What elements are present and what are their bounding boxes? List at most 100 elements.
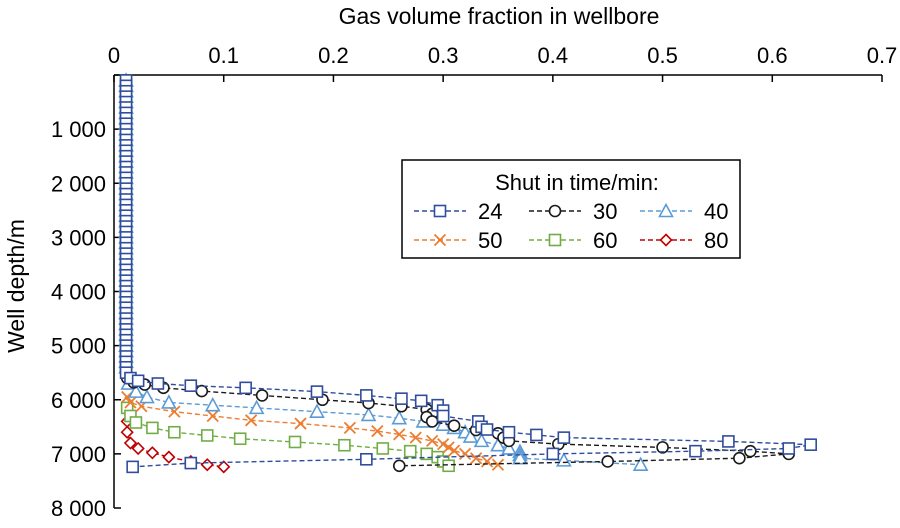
legend-marker <box>433 204 447 218</box>
series-point <box>391 409 408 425</box>
series-point <box>309 403 325 418</box>
y-tick-label: 6 000 <box>51 388 106 413</box>
series-point <box>146 421 159 435</box>
series-point <box>184 379 198 392</box>
x-tick-label: 0.6 <box>757 43 788 68</box>
series-point <box>409 431 422 444</box>
series-point <box>395 392 408 405</box>
series-point <box>376 442 390 455</box>
series-point <box>233 432 247 446</box>
series-point <box>151 377 165 390</box>
series-point <box>206 409 219 423</box>
series-point <box>442 459 455 473</box>
legend-box <box>401 159 741 259</box>
series-point <box>168 425 181 439</box>
y-tick-label: 7 000 <box>51 442 106 467</box>
series-point <box>393 428 406 441</box>
y-tick-label: 1 000 <box>51 117 106 142</box>
axes-group: 0 0.1 0.2 0.3 0.4 0.5 0.6 0.7 1 000 2 000 3 000 4 0… <box>51 43 897 521</box>
x-tick-label: 0.7 <box>867 43 898 68</box>
series-point <box>162 450 176 464</box>
series-point <box>480 423 494 436</box>
series-point <box>689 444 702 458</box>
series-point <box>128 383 144 398</box>
series-point <box>123 436 138 450</box>
series-point <box>530 428 543 442</box>
series-point <box>161 394 177 409</box>
legend-label: 60 <box>593 228 617 253</box>
series-point <box>200 429 214 442</box>
series-point <box>124 396 137 409</box>
series-point <box>120 425 134 439</box>
series-point <box>403 444 417 458</box>
legend-title: Shut in time/min: <box>495 170 659 195</box>
series-point <box>126 460 139 474</box>
series-point <box>473 432 490 448</box>
series-point <box>139 388 155 404</box>
x-axis-title: Gas volume fraction in wellbore <box>339 3 660 29</box>
series-point <box>310 385 324 398</box>
legend-entry-60: 60 <box>529 228 617 253</box>
series-point <box>447 444 461 457</box>
legend-marker <box>548 204 562 218</box>
series-point <box>414 394 428 408</box>
series-24 <box>119 74 817 474</box>
x-tick-label: 0.5 <box>647 43 678 68</box>
series-point <box>425 415 439 428</box>
series-point <box>491 458 505 471</box>
legend-marker <box>659 233 673 247</box>
series-point <box>632 456 649 472</box>
series-point <box>239 381 252 395</box>
series-line <box>125 372 811 468</box>
series-point <box>217 460 231 474</box>
legend-marker <box>548 233 562 247</box>
series-point <box>338 438 351 452</box>
series-point <box>447 419 461 433</box>
series-point <box>744 444 757 458</box>
series-point <box>131 441 145 456</box>
series-point <box>546 447 560 461</box>
series-point <box>656 441 669 454</box>
series-point <box>248 399 265 415</box>
legend-entry-30: 30 <box>529 199 617 224</box>
series-point <box>458 447 472 461</box>
x-tick-label: 0.4 <box>538 43 569 68</box>
legend-label: 40 <box>704 199 728 224</box>
series-point <box>392 459 406 473</box>
legend-entry-50: 50 <box>414 228 502 253</box>
series-point <box>722 435 735 448</box>
series-point <box>360 452 373 466</box>
series-point <box>501 440 517 455</box>
series-point <box>512 450 528 465</box>
series-point <box>557 431 571 444</box>
series-point <box>360 406 377 422</box>
series-point <box>145 446 160 460</box>
series-point <box>442 441 455 454</box>
series-point <box>184 456 198 470</box>
series-point <box>131 374 145 388</box>
series-40 <box>118 72 649 472</box>
legend-label: 24 <box>478 199 502 224</box>
series-point <box>437 437 450 451</box>
y-tick-label: 8 000 <box>51 496 106 521</box>
x-tick-label: 0.2 <box>318 43 349 68</box>
series-point <box>255 389 269 402</box>
y-axis-title: Well depth/m <box>3 219 29 353</box>
y-tick-label: 5 000 <box>51 334 106 359</box>
x-tick-label: 0 <box>108 43 120 68</box>
series-point <box>288 435 302 449</box>
y-tick-label: 2 000 <box>51 171 106 196</box>
series-30 <box>119 74 796 473</box>
series-point <box>469 452 483 465</box>
y-tick-label: 4 000 <box>51 280 106 305</box>
y-tick-label: 3 000 <box>51 225 106 250</box>
series-layer <box>118 72 817 474</box>
series-point <box>200 458 214 472</box>
series-point <box>804 438 817 451</box>
series-point <box>601 455 615 468</box>
series-point <box>733 451 746 465</box>
legend-label: 80 <box>704 228 728 253</box>
series-point <box>436 409 450 423</box>
series-point <box>490 437 506 452</box>
